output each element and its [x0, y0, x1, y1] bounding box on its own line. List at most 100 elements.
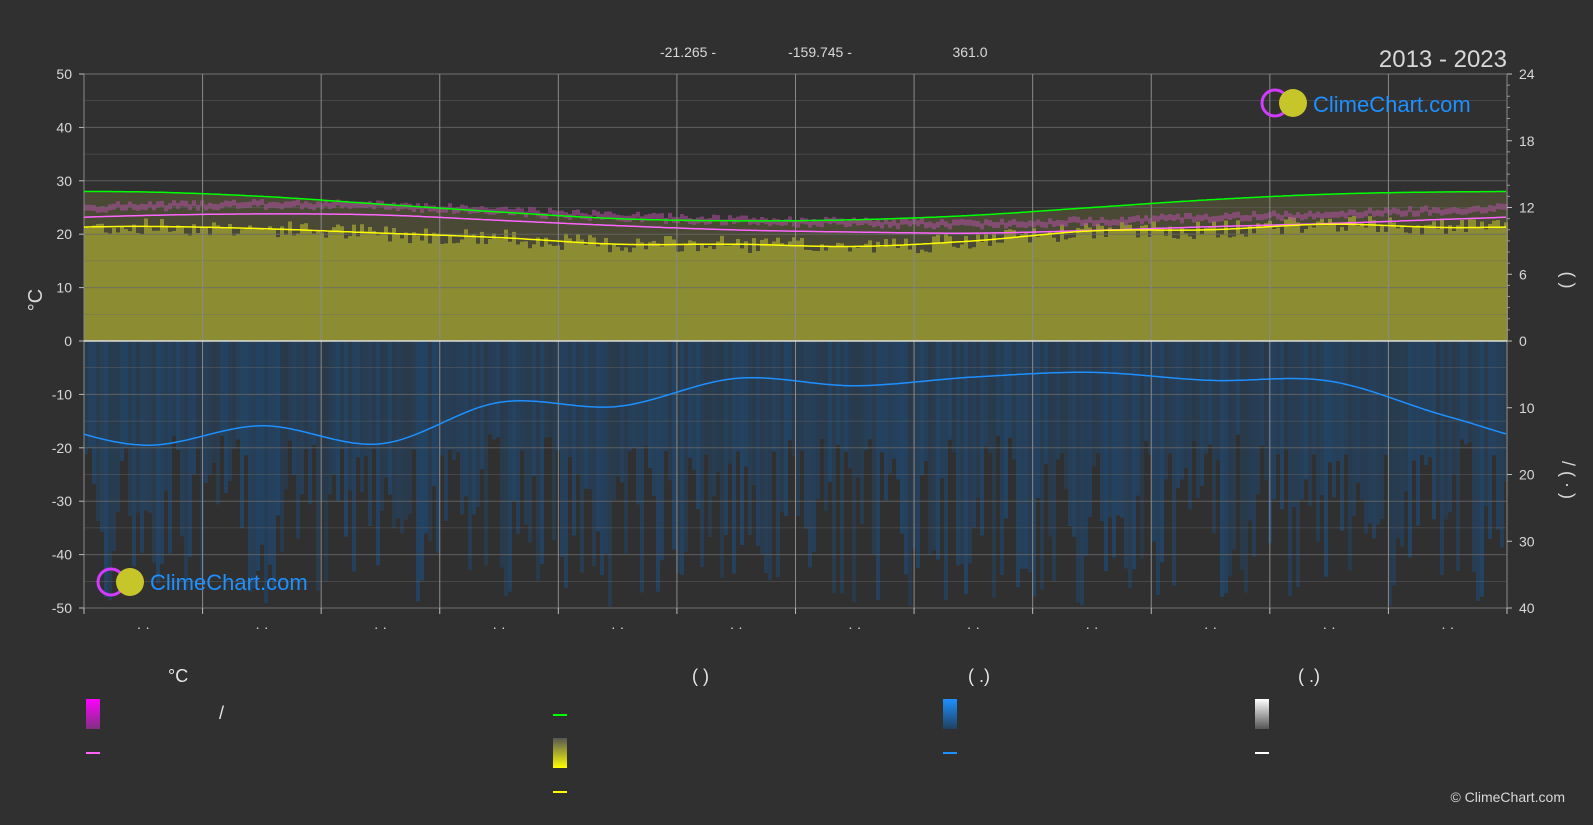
sunshine-daily-bar — [392, 227, 396, 341]
daylight-daily-bar — [1356, 193, 1360, 226]
rain-daily-bar — [592, 341, 596, 567]
daylight-daily-bar — [748, 220, 752, 253]
temp-range-daily-bar — [1408, 206, 1412, 213]
daylight-daily-bar — [1108, 206, 1112, 228]
sunshine-daily-bar — [1112, 228, 1116, 341]
rain-daily-bar — [1124, 341, 1128, 569]
daylight-daily-bar — [320, 200, 324, 233]
sunshine-daily-bar — [404, 232, 408, 341]
rain-daily-bar — [228, 341, 232, 481]
sunshine-daily-bar — [408, 243, 412, 341]
temp-range-daily-bar — [760, 217, 764, 224]
rain-daily-bar — [1372, 341, 1376, 539]
temp-range-daily-bar — [940, 219, 944, 226]
daylight-daily-bar — [1260, 196, 1264, 228]
temp-range-daily-bar — [360, 201, 364, 208]
rain-daily-bar — [232, 341, 236, 449]
sunshine-daily-bar — [520, 241, 524, 341]
temp-range-daily-bar — [840, 218, 844, 225]
daylight-daily-bar — [868, 219, 872, 241]
x-tick-label: · · — [1204, 619, 1217, 635]
daylight-daily-bar — [412, 206, 416, 233]
temp-range-daily-bar — [1472, 206, 1476, 213]
sunshine-daily-bar — [1160, 229, 1164, 341]
sunshine-daily-bar — [84, 227, 88, 341]
rain-daily-bar — [504, 341, 508, 596]
sunshine-daily-bar — [536, 237, 540, 341]
rain-daily-bar — [140, 341, 144, 553]
rain-daily-bar — [772, 341, 776, 452]
rain-daily-bar — [340, 341, 344, 450]
daylight-daily-bar — [184, 193, 188, 234]
sunshine-daily-bar — [532, 244, 536, 341]
sunshine-daily-bar — [1340, 226, 1344, 341]
temp-range-daily-bar — [164, 205, 168, 212]
temp-range-daily-bar — [256, 200, 260, 207]
rain-daily-bar — [684, 341, 688, 552]
daylight-daily-bar — [252, 195, 256, 230]
temp-range-daily-bar — [1464, 208, 1468, 215]
temp-range-daily-bar — [1248, 215, 1252, 222]
temp-range-daily-bar — [896, 222, 900, 229]
temp-range-daily-bar — [1156, 215, 1160, 222]
sunshine-daily-bar — [1176, 238, 1180, 341]
sunshine-daily-bar — [300, 224, 304, 341]
sunshine-daily-bar — [352, 224, 356, 341]
daylight-daily-bar — [624, 218, 628, 248]
temp-range-daily-bar — [700, 216, 704, 223]
sunshine-daily-bar — [100, 223, 104, 341]
series-lines — [83, 190, 1507, 446]
sunshine-daily-bar — [1492, 220, 1496, 341]
legend-temp-item: / — [219, 703, 225, 723]
daylight-daily-bar — [884, 218, 888, 240]
daylight-daily-bar — [476, 210, 480, 244]
rain-daily-bar — [440, 341, 444, 456]
temp-range-daily-bar — [1172, 215, 1176, 222]
temp-range-daily-bar — [296, 199, 300, 206]
temp-range-daily-bar — [716, 215, 720, 222]
rain-daily-bar — [492, 341, 496, 440]
daylight-daily-bar — [204, 193, 208, 228]
sunshine-daily-bar — [160, 218, 164, 341]
daylight-daily-bar — [524, 213, 528, 242]
daylight-daily-bar — [240, 195, 244, 230]
temp-range-daily-bar — [788, 216, 792, 223]
daylight-daily-bar — [472, 210, 476, 235]
logo-text: ClimeChart.com — [1313, 92, 1471, 117]
daylight-daily-bar — [308, 199, 312, 231]
rain-daily-bar — [1432, 341, 1436, 520]
daylight-daily-bar — [1468, 191, 1472, 220]
x-tick-label: · · — [611, 619, 624, 635]
rain-daily-bar — [888, 341, 892, 474]
daylight-daily-bar — [288, 197, 292, 222]
temp-range-daily-bar — [644, 214, 648, 221]
rain-daily-bar — [964, 341, 968, 595]
sunshine-daily-bar — [1468, 219, 1472, 341]
daylight-daily-bar — [688, 220, 692, 241]
rain-daily-bar — [952, 341, 956, 453]
sunshine-daily-bar — [1400, 225, 1404, 341]
left-tick-label: -30 — [52, 493, 72, 509]
sunshine-daily-bar — [972, 247, 976, 341]
temp-range-daily-bar — [504, 206, 508, 213]
rain-daily-bar — [216, 341, 220, 505]
legend-line-sunshine — [553, 791, 567, 793]
temp-range-daily-bar — [424, 203, 428, 210]
sunshine-daily-bar — [1324, 225, 1328, 341]
rain-daily-bar — [608, 341, 612, 607]
sunshine-daily-bar — [1212, 221, 1216, 341]
sunshine-daily-bar — [232, 235, 236, 341]
rain-daily-bar — [1120, 341, 1124, 518]
rain-daily-bar — [572, 341, 576, 536]
temp-range-daily-bar — [1120, 216, 1124, 223]
rain-daily-bar — [404, 341, 408, 520]
rain-daily-bar — [1008, 341, 1012, 438]
legend-title-snow: ( .) — [1298, 666, 1320, 686]
rain-daily-bar — [428, 341, 432, 542]
temp-range-daily-bar — [1252, 210, 1256, 217]
daylight-daily-bar — [116, 191, 120, 233]
temp-range-daily-bar — [532, 207, 536, 214]
daylight-daily-bar — [420, 206, 424, 241]
daylight-daily-bar — [324, 200, 328, 238]
sunshine-daily-bar — [504, 229, 508, 341]
